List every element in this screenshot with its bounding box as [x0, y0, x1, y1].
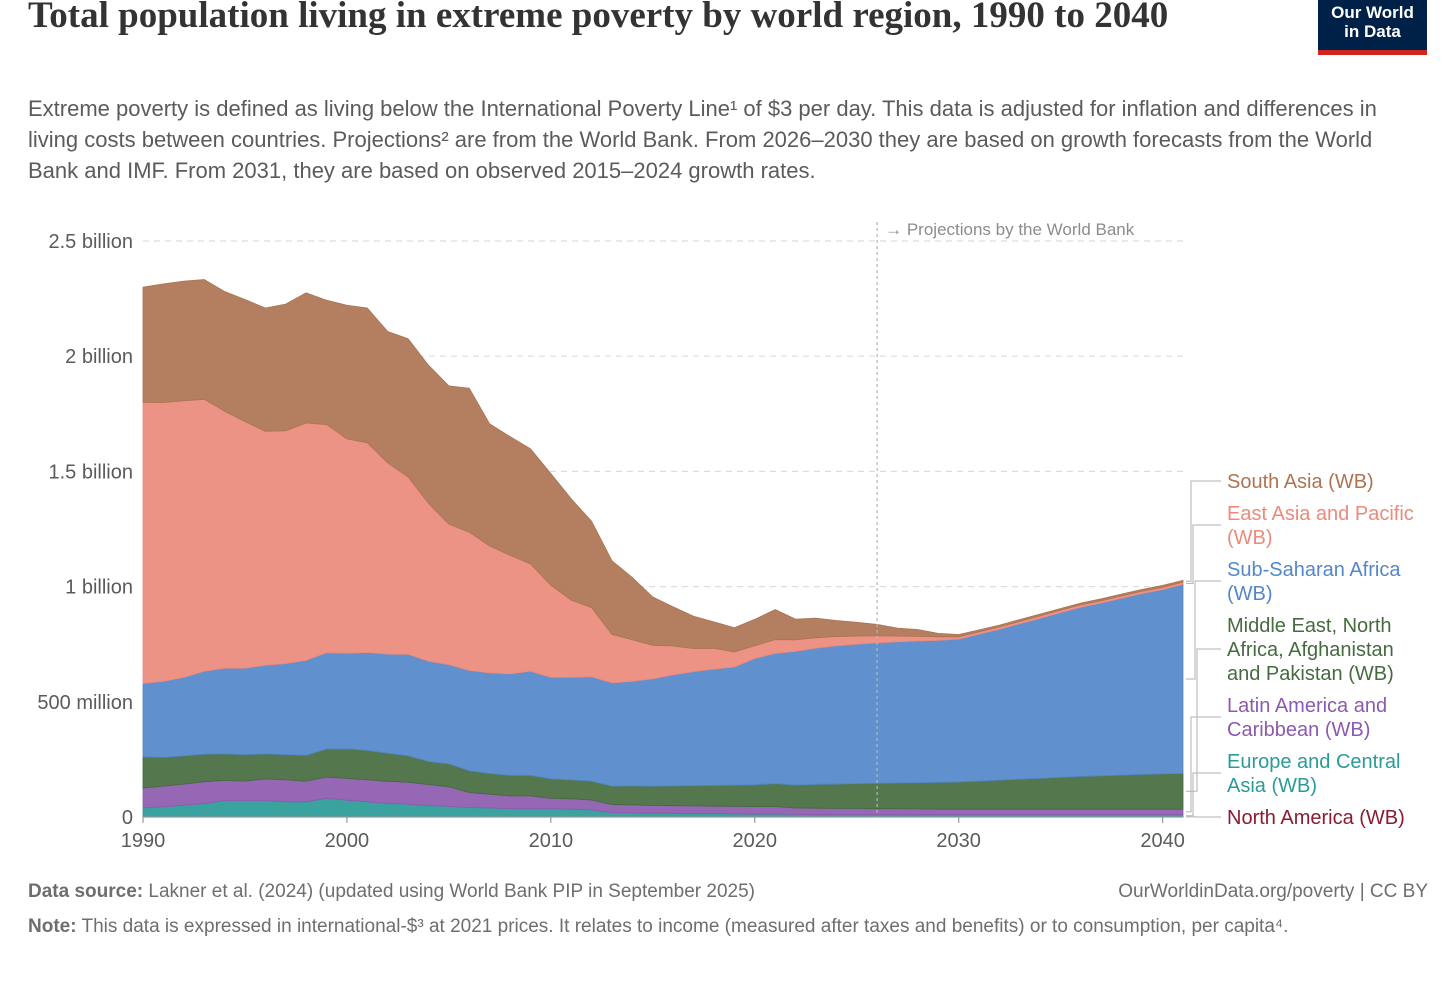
chart-title: Total population living in extreme pover… — [28, 0, 1169, 36]
y-tick-label: 500 million — [37, 692, 133, 714]
legend-connector — [1186, 524, 1221, 584]
projection-label: → Projections by the World Bank — [885, 220, 1135, 239]
owid-logo[interactable]: Our World in Data — [1318, 0, 1427, 55]
x-tick-label: 2030 — [936, 830, 981, 852]
legend-label-east-asia[interactable]: East Asia and Pacific (WB) — [1227, 503, 1414, 549]
y-tick-label: 2.5 billion — [48, 231, 133, 253]
legend-label-mena[interactable]: Middle East, North Africa, Afghanistan and… — [1227, 615, 1394, 685]
note-text: This data is expressed in international-… — [81, 916, 1289, 937]
legend-connector — [1186, 716, 1221, 813]
data-source: Data source: Lakner et al. (2024) (updat… — [28, 879, 755, 905]
legend-label-ssa[interactable]: Sub-Saharan Africa (WB) — [1227, 559, 1401, 605]
y-tick-label: 1 billion — [65, 577, 133, 599]
y-tick-label: 1.5 billion — [48, 461, 133, 483]
logo-line-1: Our World — [1331, 3, 1414, 22]
projection-marker: → Projections by the World Bank — [876, 220, 1135, 817]
x-axis: 1990 2000 2010 2020 2030 2040 — [121, 816, 1185, 852]
legend-connector — [1186, 772, 1221, 817]
legend-label-latin-america[interactable]: Latin America and Caribbean (WB) — [1227, 695, 1387, 741]
legend-connector — [1186, 580, 1221, 680]
y-tick-label: 2 billion — [65, 346, 133, 368]
x-tick-label: 2040 — [1140, 830, 1185, 852]
chart-note: Note: This data is expressed in internat… — [28, 914, 1428, 940]
legend: South Asia (WB) East Asia and Pacific (WB)… — [1186, 471, 1414, 829]
data-source-label: Data source: — [28, 881, 144, 902]
area-series — [142, 279, 1184, 818]
legend-connector — [1186, 480, 1221, 582]
legend-label-south-asia[interactable]: South Asia (WB) — [1227, 471, 1374, 493]
stacked-area-chart[interactable]: → Projections by the World Bank 0 500 mil… — [0, 0, 1456, 870]
logo-line-2: in Data — [1344, 22, 1401, 41]
x-tick-label: 2010 — [529, 830, 574, 852]
data-source-text[interactable]: Lakner et al. (2024) (updated using Worl… — [148, 881, 755, 902]
x-tick-label: 2020 — [733, 830, 778, 852]
y-axis-tick-labels: 0 500 million 1 billion 1.5 billion 2 billio… — [37, 231, 133, 829]
source-url[interactable]: OurWorldinData.org/poverty | CC BY — [1118, 881, 1428, 902]
legend-label-north-america[interactable]: North America (WB) — [1227, 807, 1405, 829]
chart-subtitle: Extreme poverty is defined as living bel… — [28, 96, 1377, 183]
note-label: Note: — [28, 916, 77, 937]
x-tick-label: 2000 — [325, 830, 370, 852]
legend-label-europe-central-asia[interactable]: Europe and Central Asia (WB) — [1227, 751, 1400, 797]
y-tick-label: 0 — [122, 807, 133, 829]
x-tick-label: 1990 — [121, 830, 166, 852]
area-south-asia[interactable] — [142, 279, 1184, 653]
